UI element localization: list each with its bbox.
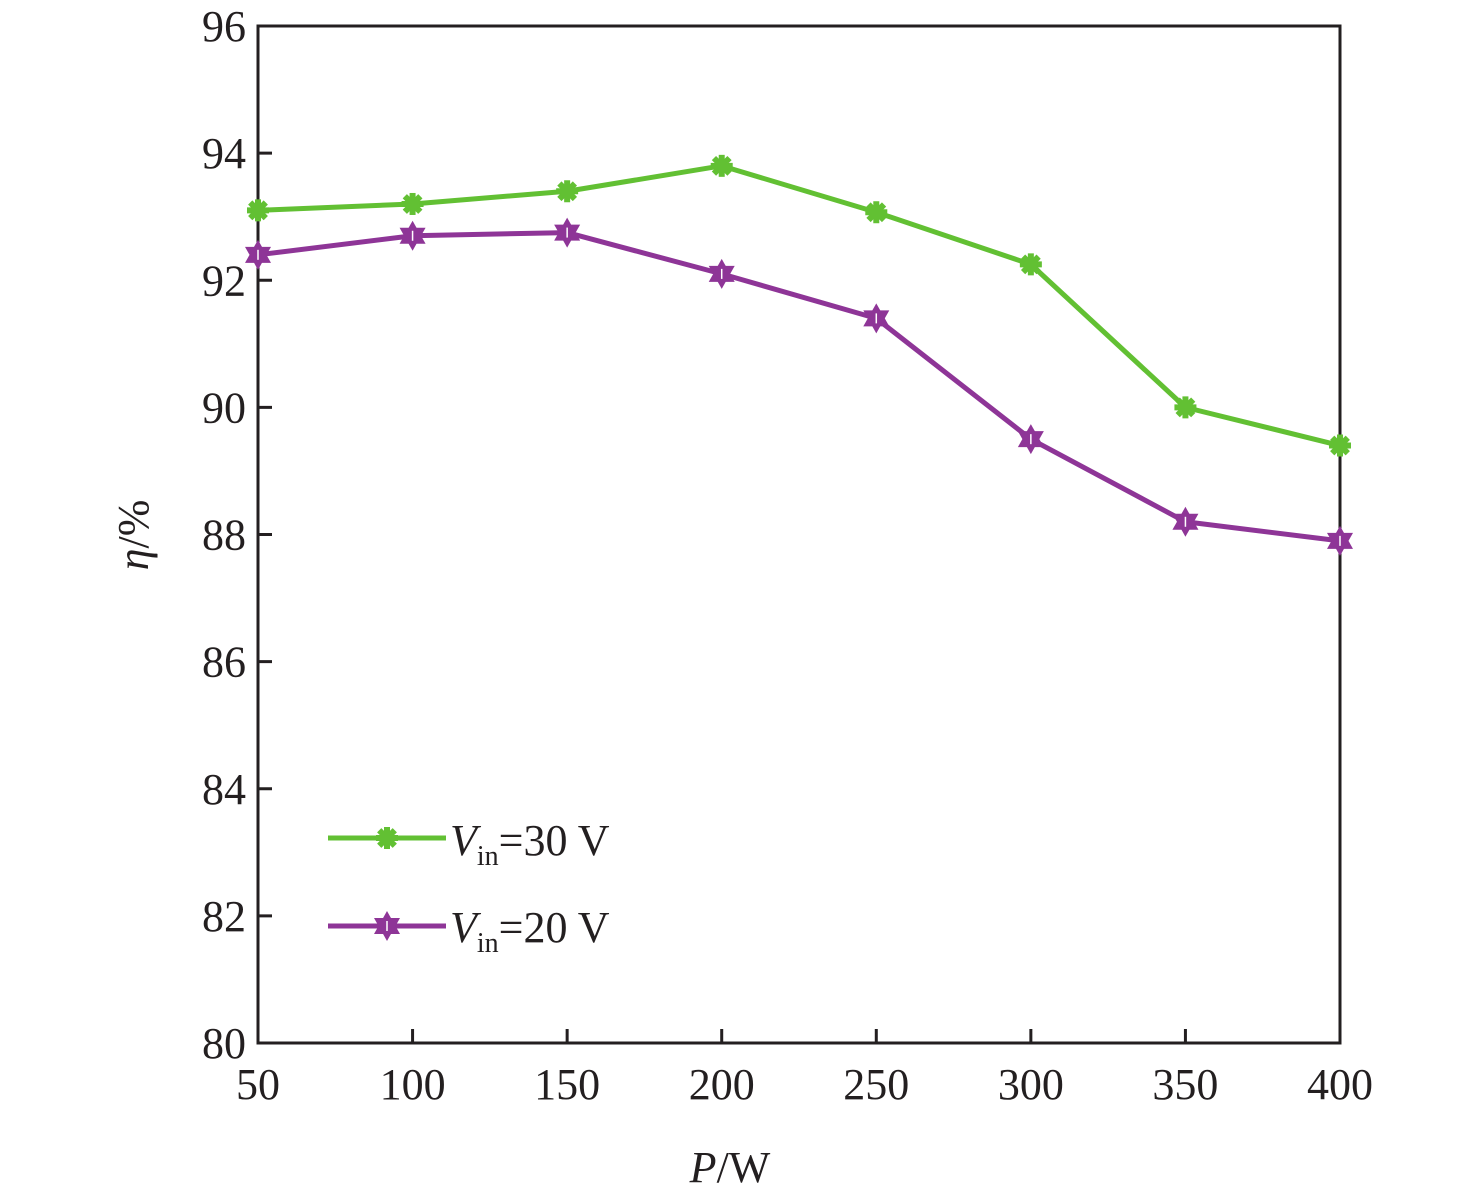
data-point-marker-core <box>405 196 420 211</box>
data-point-marker <box>1172 506 1199 537</box>
data-point-marker <box>245 239 271 270</box>
data-point-marker-core <box>869 205 884 220</box>
x-axis-label-unit: /W <box>717 1143 771 1192</box>
x-tick-label: 250 <box>843 1060 909 1109</box>
y-tick-label: 94 <box>202 129 246 178</box>
legend: Vin=30 V Vin=20 V <box>328 816 610 959</box>
data-point-marker-core <box>1178 400 1193 415</box>
x-axis-label-var: P <box>689 1143 717 1192</box>
data-point-marker <box>399 220 426 251</box>
data-point-marker <box>1327 525 1353 556</box>
legend-marker-glyph <box>376 827 398 849</box>
x-tick-label: 200 <box>689 1060 755 1109</box>
y-tick-label: 84 <box>202 765 246 814</box>
data-point-marker-core <box>1023 257 1038 272</box>
data-point-marker <box>1019 253 1042 276</box>
axes <box>256 24 1342 1045</box>
x-tick-label: 50 <box>236 1060 280 1109</box>
data-point-marker <box>710 154 733 177</box>
legend-marker-glyph-core <box>380 831 394 845</box>
data-point-marker-core <box>1333 438 1347 453</box>
data-point-marker-core <box>714 158 729 173</box>
data-point-marker <box>1017 424 1044 455</box>
y-tick-label: 96 <box>202 2 246 51</box>
series-line <box>257 163 1341 448</box>
series-line <box>257 230 1341 544</box>
x-tick-label: 400 <box>1307 1060 1373 1109</box>
data-point-marker <box>554 217 581 248</box>
x-tick-label: 100 <box>380 1060 446 1109</box>
series-layer <box>245 154 1353 556</box>
data-point-marker <box>1329 434 1351 457</box>
data-point-marker <box>401 192 424 215</box>
y-axis-label: η/% <box>109 500 158 571</box>
legend-label-vin-30: Vin=30 V <box>450 816 610 872</box>
y-tick-label: 90 <box>202 383 246 432</box>
series-vin-20 <box>245 217 1353 556</box>
plot-frame <box>256 24 1342 1045</box>
y-tick-label: 92 <box>202 256 246 305</box>
legend-item-vin-20: Vin=20 V <box>328 903 610 959</box>
legend-marker-vin-20 <box>374 911 400 941</box>
legend-label-vin-20: Vin=20 V <box>450 903 610 959</box>
y-tick-label: 88 <box>202 511 246 560</box>
data-point-marker <box>556 180 579 203</box>
legend-marker-vin-30 <box>376 827 398 849</box>
x-tick-label: 350 <box>1152 1060 1218 1109</box>
y-tick-label: 80 <box>202 1019 246 1068</box>
data-point-marker <box>865 201 888 224</box>
series-vin-30 <box>247 154 1351 457</box>
data-point-marker-core <box>251 203 265 218</box>
y-axis-label-var: η <box>109 549 158 571</box>
y-axis-ticks: 80 82 84 86 88 90 92 94 96 <box>202 2 272 1068</box>
legend-item-vin-30: Vin=30 V <box>328 816 610 872</box>
legend-marker-glyph <box>374 911 400 941</box>
data-point-marker <box>708 258 735 289</box>
x-axis-ticks: 50 100 150 200 250 300 350 400 <box>236 1029 1373 1109</box>
data-point-marker <box>247 199 269 222</box>
y-tick-label: 86 <box>202 638 246 687</box>
x-axis-label: P/W <box>689 1143 771 1192</box>
y-tick-label: 82 <box>202 892 246 941</box>
x-tick-label: 300 <box>998 1060 1064 1109</box>
data-point-marker-core <box>560 184 575 199</box>
y-axis-label-unit: /% <box>109 500 158 549</box>
data-point-marker <box>863 303 890 334</box>
x-tick-label: 150 <box>534 1060 600 1109</box>
data-point-marker <box>1174 396 1197 419</box>
